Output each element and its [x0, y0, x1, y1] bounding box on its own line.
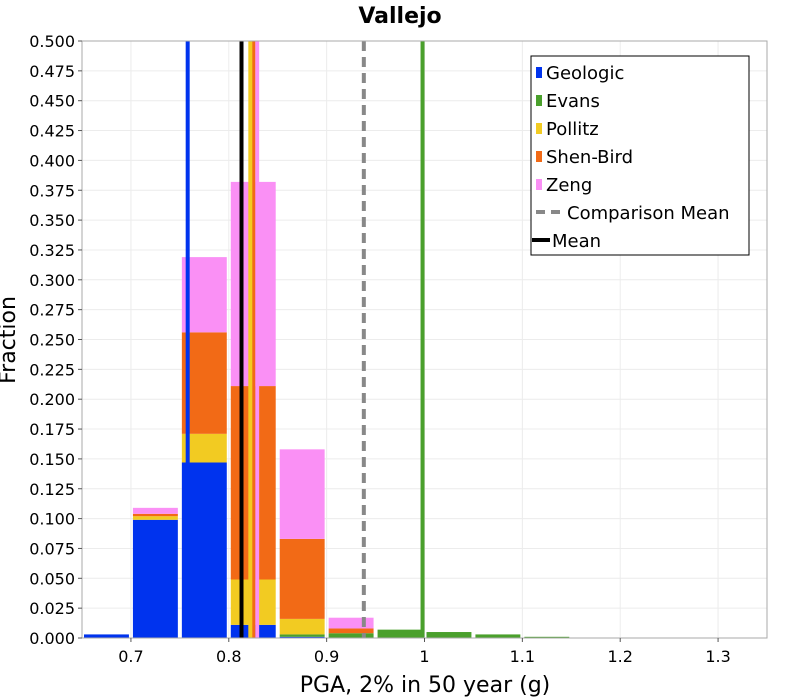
legend-swatch: [536, 123, 542, 134]
bar-pollitz: [279, 618, 325, 635]
y-tick-label: 0.175: [29, 420, 75, 439]
legend-label: Geologic: [546, 63, 624, 84]
y-tick-label: 0.325: [29, 241, 75, 260]
legend: Geologic Evans Pollitz Shen-Bird Zeng Compari…: [530, 55, 750, 256]
y-tick-label: 0.475: [29, 62, 75, 81]
bar-zeng: [328, 617, 374, 629]
y-tick-label: 0.000: [29, 629, 75, 648]
x-axis-title: PGA, 2% in 50 year (g): [300, 673, 551, 698]
bar-evans: [475, 634, 521, 638]
bar-shen-bird: [328, 628, 374, 634]
y-tick-label: 0.500: [29, 32, 75, 51]
y-tick-label: 0.150: [29, 450, 75, 469]
y-tick-label: 0.450: [29, 92, 75, 111]
x-tick-label: 1.2: [607, 647, 632, 666]
y-tick-label: 0.275: [29, 301, 75, 320]
legend-label: Comparison Mean: [567, 203, 730, 224]
legend-label: Evans: [546, 91, 600, 112]
x-tick-label: 1.1: [510, 647, 535, 666]
x-tick-label: 0.9: [314, 647, 339, 666]
bar-pollitz: [132, 516, 178, 520]
y-axis-title: Fraction: [0, 296, 21, 384]
bar-shen-bird: [279, 538, 325, 619]
y-tick-label: 0.350: [29, 211, 75, 230]
legend-label: Pollitz: [546, 119, 599, 140]
y-tick-label: 0.075: [29, 539, 75, 558]
legend-swatch: [536, 179, 542, 190]
bar-evans: [279, 634, 325, 637]
legend-swatch: [536, 67, 542, 78]
x-tick-label: 1: [419, 647, 429, 666]
bar-zeng: [132, 507, 178, 514]
bar-geologic: [132, 519, 178, 638]
y-tick-label: 0.250: [29, 331, 75, 350]
legend-label: Mean: [552, 231, 601, 252]
bar-geologic: [84, 634, 129, 638]
y-tick-label: 0.200: [29, 390, 75, 409]
y-tick-label: 0.375: [29, 181, 75, 200]
y-tick-label: 0.025: [29, 599, 75, 618]
y-axis: 0.000 0.025 0.050 0.075 0.100 0.125 0.150 0.175…: [29, 32, 82, 648]
bar-evans: [426, 632, 472, 638]
bar-evans: [328, 633, 374, 638]
y-tick-label: 0.300: [29, 271, 75, 290]
legend-box: [530, 55, 750, 256]
bar-geologic: [279, 636, 325, 638]
legend-swatch: [536, 95, 542, 106]
legend-label: Shen-Bird: [546, 147, 633, 168]
y-tick-label: 0.100: [29, 510, 75, 529]
y-tick-label: 0.050: [29, 569, 75, 588]
x-axis: 0.7 0.8 0.9 1 1.1 1.2 1.3: [118, 638, 731, 666]
legend-label: Zeng: [546, 175, 592, 196]
bar-evans: [524, 636, 570, 638]
x-tick-label: 0.8: [216, 647, 241, 666]
bar-zeng: [279, 449, 325, 539]
y-tick-label: 0.425: [29, 122, 75, 141]
bar-evans: [377, 629, 423, 638]
x-tick-label: 1.3: [705, 647, 730, 666]
bar-shen-bird: [132, 513, 178, 517]
y-tick-label: 0.400: [29, 151, 75, 170]
y-tick-label: 0.125: [29, 480, 75, 499]
y-tick-label: 0.225: [29, 360, 75, 379]
legend-swatch: [536, 151, 542, 162]
chart-title: Vallejo: [358, 4, 441, 29]
mean-lines: [185, 41, 425, 638]
x-tick-label: 0.7: [118, 647, 143, 666]
